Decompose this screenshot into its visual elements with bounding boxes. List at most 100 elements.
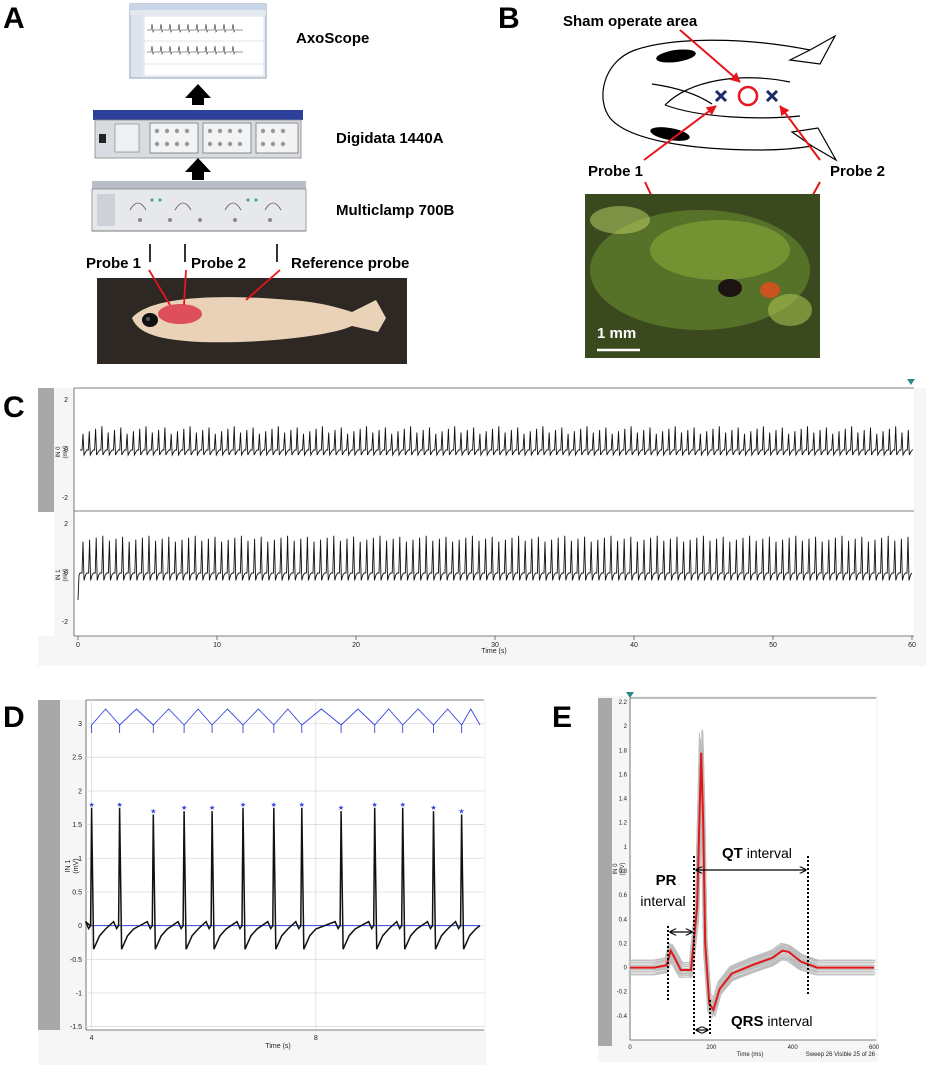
y-tick-label: 1.8: [619, 748, 628, 754]
peak-marker-icon: ★: [240, 801, 246, 809]
x-axis-label-e: Time (ms): [737, 1052, 764, 1058]
y-tick-label: 0.2: [619, 941, 628, 947]
arrow-up-icon: [185, 84, 211, 105]
peak-marker-icon: ★: [372, 801, 378, 809]
axoscope-label: AxoScope: [296, 30, 369, 47]
axoscope-window-image: [129, 3, 267, 79]
x-tick-label: 0: [628, 1045, 632, 1051]
x-tick-label: 30: [491, 642, 499, 649]
probe-site-cross-icon: [765, 89, 779, 103]
zebrafish-photo: [97, 278, 407, 364]
x-tick-label: 8: [314, 1035, 318, 1042]
x-tick-label: 0: [76, 642, 80, 649]
peak-marker-icon: ★: [400, 801, 406, 809]
ecg-trace-in1: [77, 535, 913, 601]
x-axis-ticks-c: 0 10 20 30 40 50 60: [76, 636, 916, 649]
y-tick-label: 2: [78, 788, 82, 795]
x-axis-label-d: Time (s): [265, 1043, 290, 1050]
unit-label-top: (mV): [63, 446, 69, 459]
channel-label-d: IN 1: [65, 859, 72, 872]
unit-label-d: (mV): [73, 858, 80, 873]
y-tick-label: 2: [624, 724, 628, 730]
x-axis-ticks-e: 0 200 400 600: [628, 1045, 879, 1051]
y-tick-label: 1.2: [619, 821, 628, 827]
interval-dotted-lines: [667, 856, 809, 1034]
y-tick-label: 0.4: [619, 917, 628, 923]
probe-1-label: Probe 1: [86, 255, 141, 272]
y-tick-label: 0: [624, 966, 628, 972]
y-tick-label: 1.6: [619, 772, 628, 778]
y-tick-label: 1.4: [619, 797, 628, 803]
x-tick-label: 40: [630, 642, 638, 649]
probe-site-cross-icon: [714, 89, 728, 103]
y-tick-label: 1: [78, 856, 82, 863]
channel-label-e: IN 0: [613, 863, 619, 875]
x-tick-label: 600: [869, 1045, 880, 1051]
panel-a: A AxoScope: [3, 2, 455, 364]
panel-letter-c: C: [3, 391, 25, 424]
svg-text:2: 2: [64, 397, 68, 404]
peak-marker-icon: ★: [271, 801, 277, 809]
probe-pointer-lines: [148, 269, 281, 306]
y-tick-label: 2.2: [619, 700, 628, 706]
channel-label-bottom: IN 1: [56, 569, 62, 581]
probe-2-label-b: Probe 2: [830, 163, 885, 180]
grid-d: [86, 700, 484, 1030]
reference-probe-label: Reference probe: [291, 255, 409, 272]
y-tick-label: 1.5: [72, 822, 82, 829]
average-trace: [630, 752, 874, 1013]
peak-marker-icon: ★: [88, 801, 94, 809]
svg-text:0: 0: [64, 570, 68, 577]
y-tick-label: 0.5: [72, 889, 82, 896]
cursor-marker-icon: [626, 692, 634, 698]
multiclamp-label: Multiclamp 700B: [336, 202, 455, 219]
sweep-trace: [631, 738, 876, 1008]
peak-marker-icon: ★: [430, 804, 436, 812]
x-tick-label: 60: [908, 642, 916, 649]
y-tick-label: -1: [76, 990, 82, 997]
y-tick-label: -1.5: [70, 1024, 82, 1031]
x-tick-label: 400: [788, 1045, 799, 1051]
cursor-marker-icon: [907, 379, 915, 385]
sham-operate-area-label: Sham operate area: [563, 13, 698, 30]
sweep-trace: [629, 766, 874, 1017]
x-axis-label-c: Time (s): [481, 648, 506, 655]
sweep-info: Sweep 26 Visible 25 of 26: [806, 1052, 876, 1058]
peak-marker-icon: ★: [299, 801, 305, 809]
eye-icon: [656, 49, 696, 63]
channel-label-top: IN 0: [56, 446, 62, 458]
y-tick-label: 3: [78, 721, 82, 728]
rr-interval-trace: [91, 708, 481, 733]
panel-letter-b: B: [498, 2, 520, 35]
y-axis-ticks-d: -1.5 -1 -0.5 0 0.5 1 1.5 2 2.5 3: [70, 721, 82, 1031]
peak-markers: ★ ★ ★ ★ ★ ★ ★ ★ ★ ★ ★ ★ ★: [88, 801, 464, 816]
fish-head-schematic: [602, 34, 838, 162]
arrow-up-icon: [185, 158, 211, 180]
multiclamp-device-image: [91, 181, 307, 232]
svg-text:-2: -2: [62, 495, 68, 502]
peak-marker-icon: ★: [116, 801, 122, 809]
probe-1-label-b: Probe 1: [588, 163, 643, 180]
interval-arrows: [670, 870, 806, 1030]
svg-text:2: 2: [64, 521, 68, 528]
y-axis-ticks-e: -0.4 -0.2 0 0.2 0.4 0.6 0.8 1 1.2 1.4 1.6 1.8 2 2.2: [617, 700, 628, 1020]
eye-icon: [650, 127, 690, 141]
probe-wires: [149, 244, 278, 262]
panel-b: B Sham operate area Probe 1 P: [498, 2, 885, 358]
x-tick-label: 20: [352, 642, 360, 649]
svg-text:-2: -2: [62, 619, 68, 626]
x-tick-label: 200: [706, 1045, 717, 1051]
peak-marker-icon: ★: [181, 804, 187, 812]
y-tick-label: 0.6: [619, 893, 628, 899]
sham-site-circle-icon: [737, 85, 759, 107]
microscopy-photo: [585, 194, 820, 358]
panel-letter-a: A: [3, 2, 25, 35]
unit-label-bottom: (mV): [63, 569, 69, 582]
panel-c: C 2 0 -2 2 0 -2 IN 0 (mV) IN 1 (mV) 0 10 2…: [3, 379, 926, 666]
unit-label-e: (mV): [620, 863, 626, 876]
peak-marker-icon: ★: [458, 807, 464, 815]
panel-letter-e: E: [552, 701, 572, 734]
